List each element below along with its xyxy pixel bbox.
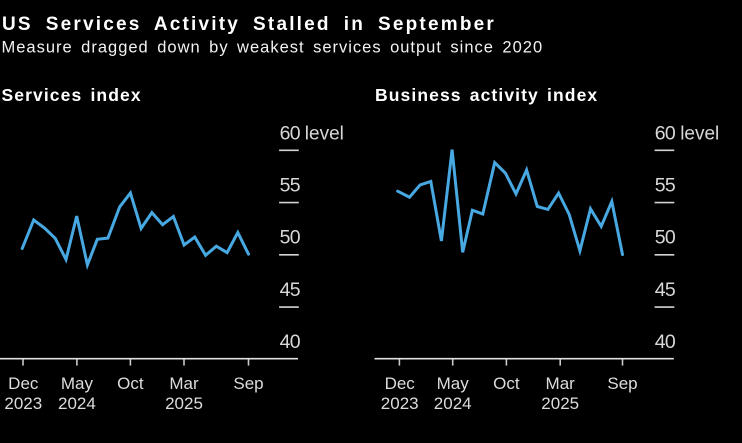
svg-text:60: 60 <box>280 122 301 144</box>
svg-text:2025: 2025 <box>165 394 203 413</box>
svg-text:60: 60 <box>655 122 676 144</box>
svg-text:2024: 2024 <box>58 394 96 413</box>
svg-text:Dec: Dec <box>385 374 416 393</box>
svg-text:Oct: Oct <box>493 374 520 393</box>
svg-text:Measure dragged down by weakes: Measure dragged down by weakest services… <box>2 38 544 56</box>
svg-text:40: 40 <box>655 331 676 353</box>
svg-text:Dec: Dec <box>8 374 39 393</box>
svg-text:May: May <box>61 374 94 393</box>
svg-text:Business activity index: Business activity index <box>375 85 598 105</box>
svg-text:Mar: Mar <box>546 374 576 393</box>
svg-text:55: 55 <box>655 175 676 197</box>
svg-text:40: 40 <box>280 331 301 353</box>
svg-text:May: May <box>437 374 470 393</box>
svg-text:level: level <box>680 123 719 144</box>
svg-text:2023: 2023 <box>4 394 42 413</box>
svg-text:Services index: Services index <box>2 85 142 105</box>
svg-text:Sep: Sep <box>607 374 637 393</box>
svg-text:2025: 2025 <box>541 394 579 413</box>
svg-text:45: 45 <box>280 279 301 301</box>
svg-text:50: 50 <box>280 227 301 249</box>
svg-text:45: 45 <box>655 279 676 301</box>
svg-text:55: 55 <box>280 175 301 197</box>
svg-text:Sep: Sep <box>233 374 263 393</box>
svg-text:Mar: Mar <box>169 374 199 393</box>
svg-text:Oct: Oct <box>117 374 144 393</box>
svg-text:2024: 2024 <box>434 394 472 413</box>
svg-text:level: level <box>305 123 344 144</box>
svg-text:US Services Activity Stalled i: US Services Activity Stalled in Septembe… <box>2 14 496 35</box>
svg-text:50: 50 <box>655 227 676 249</box>
svg-text:2023: 2023 <box>381 394 419 413</box>
